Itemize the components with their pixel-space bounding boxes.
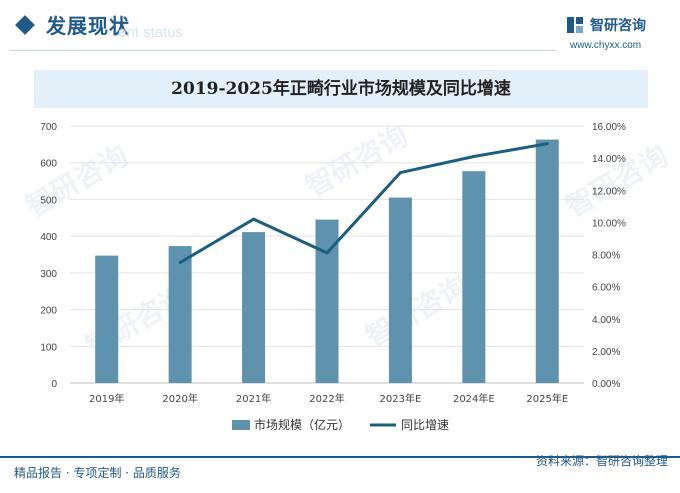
growth-rate-point-2023年E [398, 171, 402, 175]
y-right-tick-label: 12.00% [592, 186, 626, 197]
footer-divider [0, 456, 680, 458]
chart-title-bar: 2019-2025年正畸行业市场规模及同比增速 [34, 70, 648, 108]
growth-rate-point-2020年 [178, 261, 182, 265]
growth-rate-point-2024年E [472, 155, 476, 159]
growth-rate-point-2022年 [325, 251, 329, 255]
chart-title: 2019-2025年正畸行业市场规模及同比增速 [171, 79, 511, 99]
legend-bar-swatch [232, 420, 250, 430]
x-tick-label: 2020年 [162, 392, 197, 405]
header-divider [10, 50, 556, 51]
growth-rate-line [179, 142, 548, 264]
section-header: 发展现状 ent status 智研咨询 www.chyxx.com [0, 0, 680, 62]
y-right-tick-label: 14.00% [592, 154, 626, 165]
y-left-tick-label: 300 [40, 269, 57, 280]
y-left-tick-label: 200 [40, 306, 57, 317]
x-tick-label: 2024年E [453, 392, 495, 405]
x-tick-label: 2023年E [380, 392, 422, 405]
y-left-tick-label: 600 [40, 159, 57, 170]
footer-tagline: 精品报告 · 专项定制 · 品质服务 [14, 466, 181, 480]
y-right-tick-label: 2.00% [592, 347, 620, 358]
y-right-tick-label: 4.00% [592, 315, 620, 326]
bar-2020年 [168, 246, 192, 383]
y-right-tick-label: 0.00% [592, 379, 620, 390]
bar-2025年E [535, 139, 559, 383]
bar-2022年 [315, 219, 339, 383]
legend-bar-label: 市场规模（亿元） [254, 417, 350, 432]
bar-2024年E [462, 171, 486, 383]
growth-rate-point-2021年 [252, 217, 256, 221]
y-right-tick-label: 6.00% [592, 283, 620, 294]
y-right-tick-label: 10.00% [592, 218, 626, 229]
y-left-tick-label: 100 [40, 342, 57, 353]
x-tick-label: 2025年E [526, 392, 568, 405]
x-tick-label: 2021年 [236, 392, 271, 405]
y-left-tick-label: 0 [51, 379, 57, 390]
logo: 智研咨询 www.chyxx.com [566, 14, 676, 54]
bar-2023年E [388, 197, 412, 383]
section-title: 发展现状 [46, 14, 130, 38]
x-tick-label: 2019年 [89, 392, 124, 405]
logo-name: 智研咨询 [590, 18, 646, 34]
source-note: 资料来源：智研咨询整理 [535, 454, 668, 468]
bar-2021年 [242, 232, 266, 383]
section-subtitle: ent status [118, 24, 184, 41]
x-tick-label: 2022年 [309, 392, 344, 405]
y-right-tick-label: 16.00% [592, 122, 626, 133]
y-left-tick-label: 400 [40, 232, 57, 243]
y-left-tick-label: 500 [40, 195, 57, 206]
logo-url: www.chyxx.com [570, 40, 642, 51]
legend-line-label: 同比增速 [401, 418, 449, 432]
y-right-tick-label: 8.00% [592, 251, 620, 262]
y-left-tick-label: 700 [40, 122, 57, 133]
bar-2019年 [95, 255, 119, 383]
logo-icon [567, 17, 583, 33]
growth-rate-point-2025年E [545, 142, 549, 146]
